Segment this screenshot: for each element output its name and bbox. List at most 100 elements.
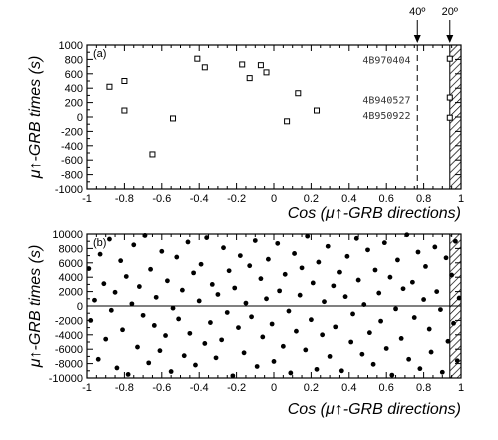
panel-b-data-point [101,281,107,287]
panel-b-data-point [350,311,355,317]
panel-b-data-point [297,292,303,298]
panel-a-data-point [295,90,302,97]
panel-b-data-point [277,288,283,294]
panel-b-data-point [387,274,393,280]
panel-b-data-point [342,294,348,300]
panel-b-y-tick-label: 2000 [59,287,83,299]
panel-b-x-tick-label: -0.2 [227,382,246,394]
panel-b-data-point [92,297,97,303]
panel-b-data-point [196,298,202,304]
panel-b-data-point [204,235,210,241]
panel-b-data-point [157,348,163,354]
panel-a-x-tick-label: 1 [458,193,464,205]
panel-b-y-tick-label: -10000 [49,373,83,385]
panel-b-data-point [153,294,159,300]
panel-b-data-point [404,232,410,238]
panel-b-y-axis-label: μ↑-GRB times (s) [27,245,44,369]
panel-a-y-tick-label: -400 [61,141,83,153]
panel-b-data-point [249,314,254,320]
panel-b-data-point [118,258,124,264]
panel-b-x-tick-label: 0.4 [341,382,356,394]
panel-a-data-point [446,55,453,62]
panel-b-data-point [163,333,168,338]
panel-a-x-tick-label: -0.2 [227,193,246,205]
panel-b-data-point [415,249,421,255]
panel-b-data-point [417,366,423,372]
panel-b-data-point [280,343,286,349]
panel-b-data-point [120,327,125,333]
panel-b-data-point [445,338,451,344]
panel-a-y-tick-label: 200 [65,98,83,110]
panel-b-data-point [224,310,230,315]
panel-a-data-point [314,107,321,114]
panel-b-data-point [265,256,271,262]
panel-b-data-point [325,243,331,249]
panel-b-data-point [95,356,101,362]
panel-b-data-point [176,316,182,322]
panel-a-grb-annotation: 4B950922 [362,111,410,122]
panel-b-data-point [103,336,109,342]
panel-a-x-tick-label: 0.6 [379,193,394,205]
panel-b-data-point [170,305,176,311]
panel-b-data-point [221,245,226,251]
panel-b-data-point [165,278,170,284]
panel-b-data-point [409,279,415,285]
panel-b-data-point [381,240,387,246]
panel-b-data-point [114,365,120,371]
panel-b-x-tick-label: -0.4 [190,382,209,394]
panel-b-data-point [299,265,305,271]
panel-a-data-point [263,69,270,76]
panel-b-data-point [208,320,213,325]
panel-b-data-point [372,267,378,273]
panel-b-y-tick-label: 6000 [59,258,83,270]
panel-b-data-point [112,289,118,295]
panel-b-data-point [451,320,456,326]
panel-b-data-point [310,280,316,286]
panel-b-data-point [107,236,112,242]
panel-b-data-point [395,257,400,263]
panel-a-data-point [121,78,128,84]
panel-b-data-point [135,344,140,350]
panel-b-data-point [226,268,232,274]
panel-a-data-point [170,115,177,122]
panel-a-x-tick-label: -1 [82,193,92,205]
panel-a-y-tick-label: 600 [65,69,83,81]
panel-b-data-point [213,355,219,361]
panel-b-data-point [140,312,146,318]
panel-a-data-point [121,107,128,114]
panel-b-data-point [191,270,196,276]
panel-b-data-point [344,253,350,259]
panel-b-data-point [198,261,204,267]
panel-b-data-point [129,301,135,307]
panel-b-data-point [179,287,185,293]
panel-b-data-point [237,253,243,258]
panel-a-x-tick-label: -0.6 [152,193,171,205]
panel-b-label: (b) [93,237,106,249]
panel-b-data-point [320,332,326,338]
panel-b-data-point [454,358,460,364]
panel-b-data-point [366,330,372,336]
panel-b-data-point [365,247,370,253]
panel-b-data-point [443,255,449,261]
panel-a-y-tick-label: 400 [65,83,83,95]
panel-b-data-point [398,336,404,341]
panel-b-x-tick-label: -0.6 [152,382,171,394]
panel-b-y-tick-label: 4000 [59,272,83,284]
panel-b-data-point [327,354,333,359]
panel-b-data-point [309,317,314,323]
panel-a-y-tick-label: -600 [61,155,83,167]
panel-a-y-tick-label: -1000 [55,184,83,196]
panel-b-data-point [411,315,417,320]
panel-b-x-tick-label: 0.6 [379,382,394,394]
panel-b-data-point [421,297,426,302]
panel-b-y-tick-label: 10000 [52,229,83,241]
panel-b-data-point [449,272,455,278]
panel-b-data-point [378,318,383,324]
cut-arrow-head [413,35,421,43]
panel-b-data-point [355,277,361,283]
panel-b-data-point [148,266,153,272]
panel-a-y-tick-label: -200 [61,126,83,138]
panel-b-data-point [247,263,253,269]
panel-b-data-point [426,326,432,332]
